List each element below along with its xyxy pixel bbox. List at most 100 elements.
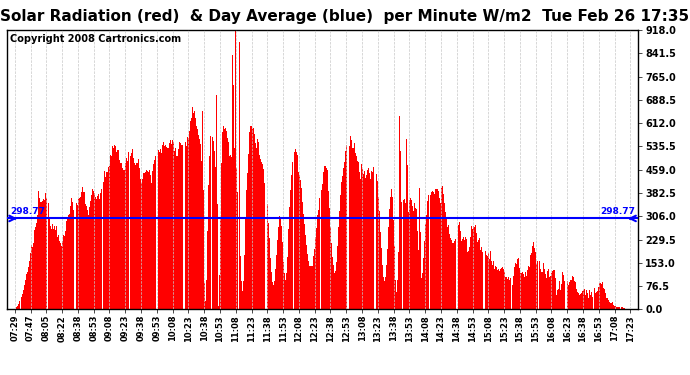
Bar [531, 253, 532, 309]
Bar [451, 240, 453, 309]
Bar [460, 231, 461, 309]
Bar [542, 263, 544, 309]
Bar [532, 246, 533, 309]
Bar [246, 190, 247, 309]
Bar [17, 306, 19, 309]
Bar [388, 227, 389, 309]
Bar [220, 217, 221, 309]
Bar [364, 171, 365, 309]
Bar [167, 148, 168, 309]
Bar [141, 183, 142, 309]
Bar [218, 306, 219, 309]
Bar [402, 200, 404, 309]
Bar [148, 172, 149, 309]
Bar [108, 167, 109, 309]
Bar [330, 226, 331, 309]
Bar [434, 195, 435, 309]
Bar [244, 255, 245, 309]
Bar [227, 138, 228, 309]
Bar [507, 279, 509, 309]
Bar [613, 305, 614, 309]
Bar [340, 195, 342, 309]
Bar [302, 202, 303, 309]
Bar [586, 290, 587, 309]
Bar [144, 173, 145, 309]
Bar [591, 292, 593, 309]
Bar [219, 275, 220, 309]
Bar [308, 261, 309, 309]
Bar [585, 295, 586, 309]
Bar [272, 282, 273, 309]
Bar [65, 231, 66, 309]
Bar [327, 170, 328, 309]
Bar [179, 142, 180, 309]
Bar [95, 197, 96, 309]
Bar [297, 172, 299, 309]
Bar [448, 225, 449, 309]
Bar [181, 145, 182, 309]
Bar [496, 267, 497, 309]
Bar [573, 277, 574, 309]
Bar [315, 237, 316, 309]
Bar [163, 142, 164, 309]
Bar [57, 237, 58, 309]
Bar [132, 158, 134, 309]
Bar [410, 198, 411, 309]
Bar [80, 197, 81, 309]
Bar [470, 237, 471, 309]
Bar [480, 250, 482, 309]
Bar [77, 199, 79, 309]
Bar [548, 269, 549, 309]
Bar [369, 173, 371, 309]
Bar [522, 272, 523, 309]
Bar [42, 201, 43, 309]
Bar [309, 266, 310, 309]
Bar [312, 266, 313, 309]
Bar [501, 268, 502, 309]
Bar [415, 208, 416, 309]
Bar [286, 273, 287, 309]
Bar [275, 269, 276, 309]
Bar [152, 171, 153, 309]
Bar [31, 245, 32, 309]
Bar [245, 219, 246, 309]
Bar [453, 243, 455, 309]
Bar [440, 203, 441, 309]
Bar [373, 166, 375, 309]
Bar [86, 206, 87, 309]
Bar [58, 235, 59, 309]
Bar [445, 211, 446, 309]
Bar [505, 277, 506, 309]
Bar [40, 202, 41, 309]
Bar [404, 203, 406, 309]
Bar [428, 195, 429, 309]
Bar [389, 209, 390, 309]
Bar [63, 236, 64, 309]
Bar [64, 237, 65, 309]
Bar [208, 185, 209, 309]
Bar [317, 215, 318, 309]
Bar [394, 246, 395, 309]
Bar [90, 201, 91, 309]
Bar [283, 262, 284, 309]
Bar [117, 150, 118, 309]
Bar [295, 152, 297, 309]
Bar [466, 239, 467, 309]
Bar [463, 237, 464, 309]
Text: 298.77: 298.77 [10, 207, 45, 216]
Bar [560, 290, 561, 309]
Bar [332, 257, 333, 309]
Bar [193, 113, 194, 309]
Bar [25, 280, 26, 309]
Bar [576, 289, 577, 309]
Bar [118, 150, 119, 309]
Bar [616, 307, 618, 309]
Bar [488, 253, 489, 309]
Bar [464, 240, 465, 309]
Bar [121, 163, 122, 309]
Bar [571, 280, 572, 309]
Bar [361, 164, 362, 309]
Bar [146, 170, 147, 309]
Bar [478, 240, 480, 309]
Bar [338, 227, 339, 309]
